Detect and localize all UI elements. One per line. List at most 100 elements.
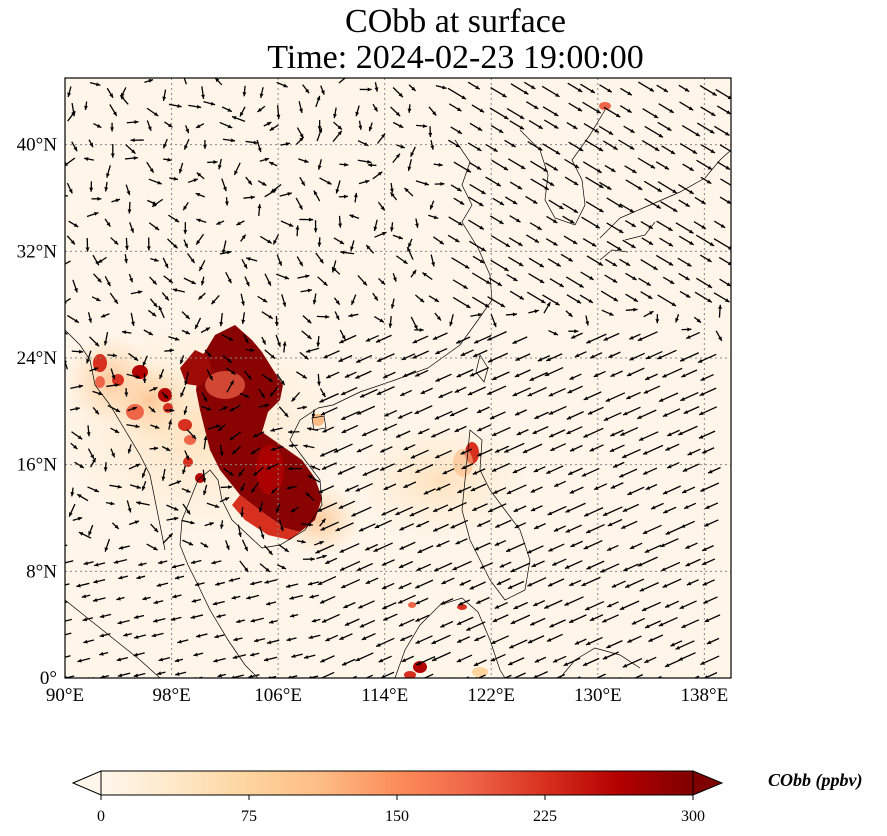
wind-arrow-head (305, 88, 310, 94)
wind-arrow-head (455, 540, 460, 545)
wind-arrow-head (173, 506, 179, 511)
wind-arrow-head (228, 336, 234, 341)
wind-arrow-head (434, 415, 440, 420)
wind-arrow-head (217, 673, 222, 678)
wind-arrow-head (546, 470, 551, 474)
wind-arrow-head (56, 192, 60, 196)
wind-arrow-head (229, 471, 234, 476)
wind-arrow-head (555, 92, 560, 97)
wind-arrow-head (658, 133, 663, 138)
wind-arrow-head (588, 679, 592, 683)
wind-arrow-head (540, 299, 546, 304)
wind-arrow-head (268, 314, 273, 319)
wind-arrow-head (365, 580, 371, 584)
wind-arrow-head (259, 93, 264, 98)
wind-arrow-head (660, 543, 665, 547)
wind-arrow-head (629, 208, 635, 213)
wind-arrow-head (599, 208, 604, 213)
wind-arrow-head (668, 261, 674, 266)
wind-arrow-head (569, 376, 574, 380)
wind-arrow-head (239, 112, 244, 117)
wind-arrow-head (124, 245, 129, 250)
wind-arrow-head (196, 104, 202, 109)
wind-arrow-head (664, 165, 669, 170)
wind-arrow-head (114, 524, 119, 529)
wind-arrow-head (59, 544, 63, 548)
wind-arrow-head (367, 159, 372, 164)
wind-arrow-head (150, 408, 156, 413)
wind-arrow-head (662, 583, 668, 588)
wind-arrow-head (264, 403, 270, 408)
wind-arrow-head (343, 604, 348, 609)
wind-arrow-head (590, 354, 595, 359)
wind-arrow-head (133, 156, 138, 161)
wind-arrow-head (337, 130, 342, 136)
wind-arrow-shaft (720, 178, 731, 187)
wind-arrow-head (154, 226, 160, 231)
wind-arrow-head (608, 354, 613, 358)
wind-arrow-head (681, 373, 686, 378)
wind-arrow-head (648, 224, 653, 229)
wind-arrow-head (178, 168, 183, 174)
wind-arrow-head (631, 169, 637, 173)
wind-arrow-head (487, 336, 492, 341)
wind-arrow-head (459, 200, 465, 205)
wind-arrow-head (77, 494, 82, 499)
wind-arrow-head (457, 489, 462, 493)
coastline-taiwan (475, 354, 489, 383)
wind-arrow-head (99, 614, 105, 619)
wind-arrow-head (428, 132, 433, 138)
wind-arrow-head (260, 393, 265, 398)
wind-arrow-head (492, 618, 498, 622)
wind-arrow-head (88, 531, 92, 536)
wind-arrow-head (607, 603, 612, 608)
wind-arrow-head (168, 278, 173, 283)
wind-arrow-shaft (65, 618, 72, 622)
wind-arrow-head (630, 128, 635, 133)
wind-arrow-head (389, 227, 394, 232)
wind-arrow-head (190, 520, 195, 525)
wind-arrow-head (458, 678, 462, 682)
wind-arrow-head (317, 165, 322, 170)
wind-arrow-head (553, 241, 558, 246)
wind-arrow-head (664, 663, 670, 667)
wind-arrow-head (466, 168, 471, 173)
wind-arrow-head (698, 434, 704, 439)
wind-arrow-head (609, 311, 614, 316)
wind-arrow-head (284, 412, 289, 418)
wind-arrow-head (577, 88, 583, 92)
wind-arrow-head (503, 166, 509, 171)
wind-arrow-head (612, 262, 617, 267)
wind-arrow-head (285, 142, 291, 146)
wind-arrow-head (355, 487, 361, 492)
wind-arrow-head (213, 160, 218, 165)
wind-arrow-head (374, 87, 379, 92)
wind-arrow-head (464, 264, 470, 269)
x-tick-label: 98°E (152, 685, 190, 706)
wind-arrow-head (435, 377, 441, 382)
wind-arrow-head (556, 262, 561, 267)
wind-arrow-head (131, 149, 136, 154)
wind-arrow-head (476, 600, 481, 604)
wind-arrow-head (111, 452, 115, 458)
wind-arrow-head (432, 657, 437, 661)
wind-arrow-head (355, 657, 361, 662)
wind-arrow-head (457, 107, 462, 112)
wind-arrow-head (408, 242, 412, 248)
wind-arrow-head (407, 166, 412, 171)
wind-arrow-head (257, 204, 262, 209)
wind-arrow-head (506, 548, 511, 552)
wind-arrow-head (112, 353, 117, 358)
wind-arrow-head (547, 511, 553, 516)
wind-arrow-head (645, 376, 650, 380)
wind-arrow-head (232, 655, 238, 659)
wind-arrow-head (253, 140, 258, 145)
wind-arrow-head (320, 452, 325, 457)
wind-arrow-head (726, 282, 731, 287)
wind-arrow-head (654, 147, 660, 151)
wind-arrow-head (323, 354, 328, 359)
wind-arrow-head (59, 263, 63, 267)
wind-arrow-head (432, 336, 438, 340)
colorbar-tick-label: 75 (241, 808, 257, 825)
wind-arrow-head (232, 449, 237, 455)
